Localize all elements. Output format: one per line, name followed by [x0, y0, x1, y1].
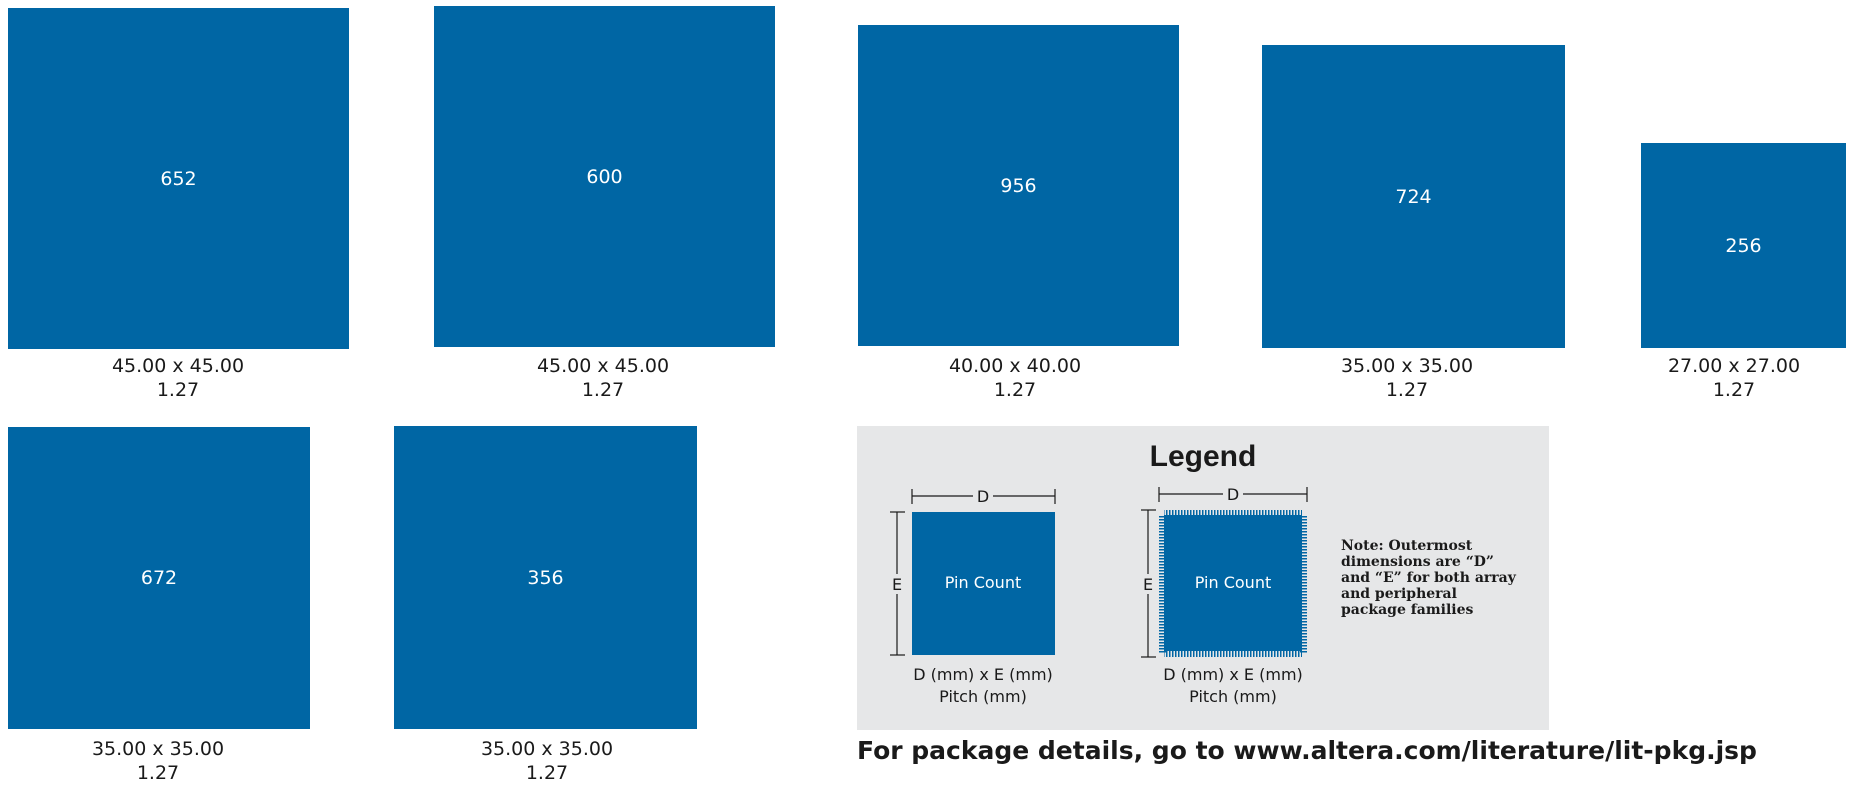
- legend-dims-label: D (mm) x E (mm): [1163, 665, 1303, 684]
- legend-diagram: D E Pin Count D (mm) x E (mm) Pitch (mm)…: [887, 485, 1308, 706]
- package-caption: 40.00 x 40.00 1.27: [905, 354, 1125, 402]
- package-dimensions: 45.00 x 45.00: [536, 355, 670, 377]
- legend-e-label: E: [892, 575, 902, 594]
- package-caption: 27.00 x 27.00 1.27: [1634, 354, 1834, 402]
- package-square: 724: [1262, 45, 1565, 348]
- package-details-link-text: For package details, go to www.altera.co…: [857, 736, 1757, 765]
- package-square: 356: [394, 426, 697, 729]
- package-square: 672: [8, 427, 310, 729]
- pin-count: 356: [527, 566, 564, 589]
- pin-count: 956: [1000, 174, 1037, 197]
- package-dimensions: 35.00 x 35.00: [480, 738, 614, 760]
- legend-e-label: E: [1143, 575, 1153, 594]
- package-pitch: 1.27: [993, 379, 1037, 401]
- package-pitch: 1.27: [156, 379, 200, 401]
- legend-d-label: D: [977, 487, 989, 506]
- package-square: 600: [434, 6, 775, 347]
- package-dimensions: 45.00 x 45.00: [111, 355, 245, 377]
- package-caption: 45.00 x 45.00 1.27: [68, 354, 288, 402]
- package-caption: 35.00 x 35.00 1.27: [437, 737, 657, 785]
- package-pitch: 1.27: [525, 762, 569, 784]
- pin-count: 672: [140, 567, 178, 589]
- legend-pin-count-label: Pin Count: [945, 573, 1021, 592]
- legend-panel: Legend: [857, 426, 1549, 730]
- package-pitch: 1.27: [1385, 379, 1429, 401]
- array-package-symbol: [887, 487, 1056, 656]
- legend-note: Note: Outermost dimensions are “D” and “…: [1341, 538, 1516, 618]
- legend-title: Legend: [1149, 440, 1257, 473]
- package-caption: 35.00 x 35.00 1.27: [48, 737, 268, 785]
- package-dimensions: 35.00 x 35.00: [1340, 355, 1474, 377]
- pin-count: 724: [1395, 185, 1432, 208]
- package-caption: 45.00 x 45.00 1.27: [493, 354, 713, 402]
- package-square: 956: [858, 25, 1179, 346]
- peripheral-package-symbol: [1138, 485, 1308, 658]
- pin-count: 256: [1725, 234, 1762, 257]
- legend-dims-label: D (mm) x E (mm): [913, 665, 1053, 684]
- package-square: 256: [1641, 143, 1846, 348]
- package-caption: 35.00 x 35.00 1.27: [1297, 354, 1517, 402]
- package-pitch: 1.27: [136, 762, 180, 784]
- package-pitch: 1.27: [1712, 379, 1756, 401]
- legend-pitch-label: Pitch (mm): [939, 687, 1027, 706]
- legend-pitch-label: Pitch (mm): [1189, 687, 1277, 706]
- pin-count: 600: [586, 165, 623, 188]
- legend-pin-count-label: Pin Count: [1195, 573, 1271, 592]
- package-dimensions: 35.00 x 35.00: [91, 738, 225, 760]
- package-dimensions: 40.00 x 40.00: [948, 355, 1082, 377]
- legend-d-label: D: [1227, 485, 1239, 504]
- package-dimensions: 27.00 x 27.00: [1667, 355, 1801, 377]
- package-square: 652: [8, 8, 349, 349]
- pin-count: 652: [160, 167, 197, 190]
- package-pitch: 1.27: [581, 379, 625, 401]
